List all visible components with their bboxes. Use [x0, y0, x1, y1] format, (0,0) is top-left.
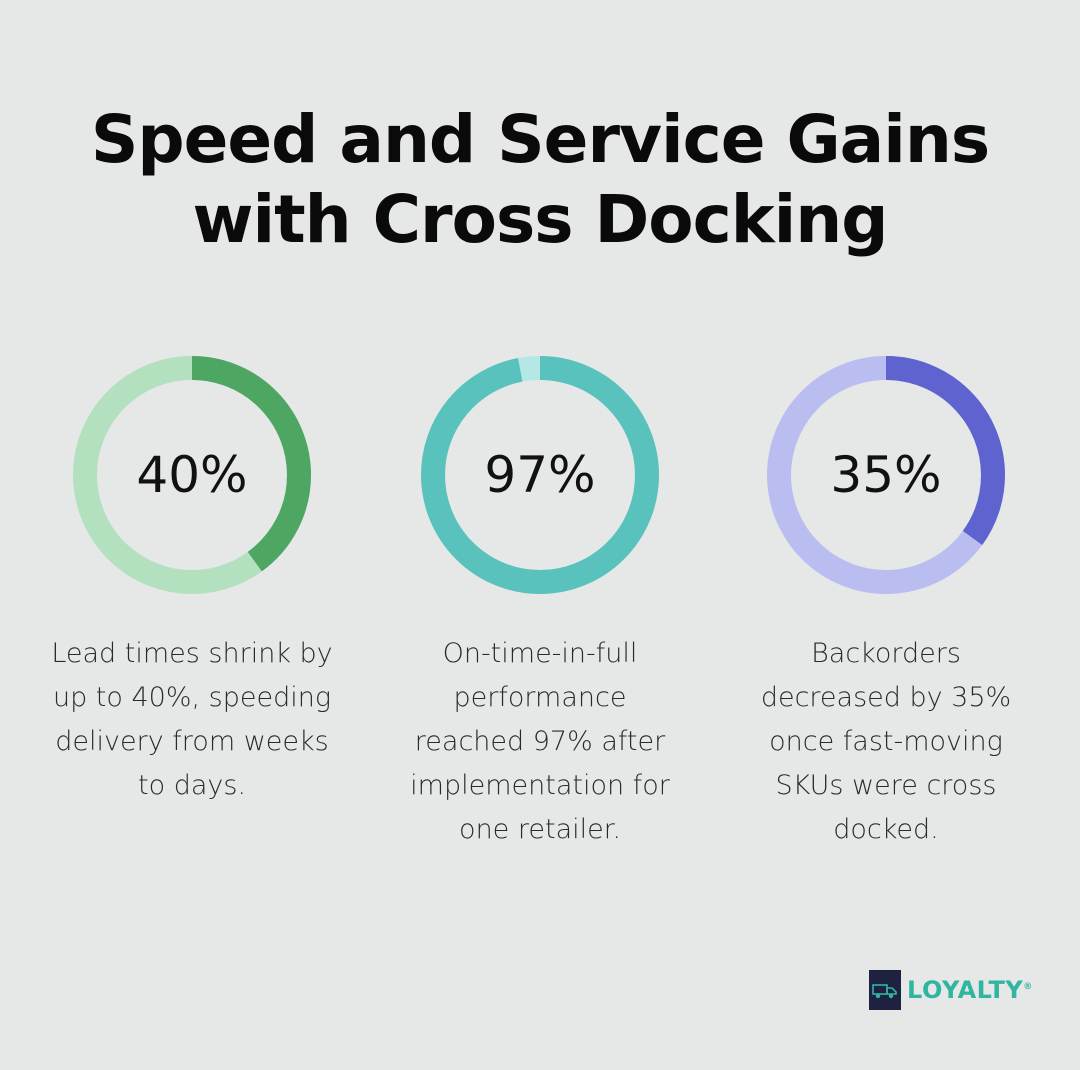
desc-line: On-time-in-full: [442, 638, 638, 669]
donut-chart-lead-times: 40%: [73, 356, 311, 594]
donut-value-label: 97%: [484, 446, 595, 504]
desc-line: up to 40%, speeding: [52, 682, 332, 713]
desc-line: Lead times shrink by: [51, 638, 333, 669]
page-title: Speed and Service Gains with Cross Docki…: [0, 100, 1080, 260]
stat-card-lead-times: 40% Lead times shrink by up to 40%, spee…: [27, 350, 357, 808]
logo-text: LOYALTY®: [907, 976, 1033, 1004]
stat-card-backorders: 35% Backorders decreased by 35% once fas…: [721, 350, 1051, 852]
desc-line: SKUs were cross: [775, 770, 997, 801]
desc-line: implementation for: [410, 770, 670, 801]
desc-line: decreased by 35%: [760, 682, 1012, 713]
desc-line: performance: [453, 682, 627, 713]
truck-icon: [869, 970, 901, 1010]
desc-line: once fast-moving: [769, 726, 1003, 757]
desc-line: reached 97% after: [414, 726, 666, 757]
donut-chart-backorders: 35%: [767, 356, 1005, 594]
stat-description: Lead times shrink by up to 40%, speeding…: [27, 632, 357, 808]
stat-description: Backorders decreased by 35% once fast-mo…: [721, 632, 1051, 852]
stat-description: On-time-in-full performance reached 97% …: [375, 632, 705, 852]
stat-card-otif: 97% On-time-in-full performance reached …: [375, 350, 705, 852]
donut-chart-otif: 97%: [421, 356, 659, 594]
donut-fill: [767, 356, 1005, 594]
desc-line: Backorders: [811, 638, 961, 669]
donut-fill: [73, 356, 311, 594]
donut-value-label: 35%: [830, 446, 941, 504]
desc-line: delivery from weeks: [55, 726, 329, 757]
brand-logo: LOYALTY®: [869, 970, 1033, 1010]
desc-line: docked.: [833, 814, 939, 845]
donut-value-label: 40%: [136, 446, 247, 504]
title-line-2: with Cross Docking: [192, 181, 889, 258]
donut-fill: [421, 356, 659, 594]
desc-line: one retailer.: [459, 814, 621, 845]
desc-line: to days.: [138, 770, 246, 801]
title-line-1: Speed and Service Gains: [90, 101, 990, 178]
